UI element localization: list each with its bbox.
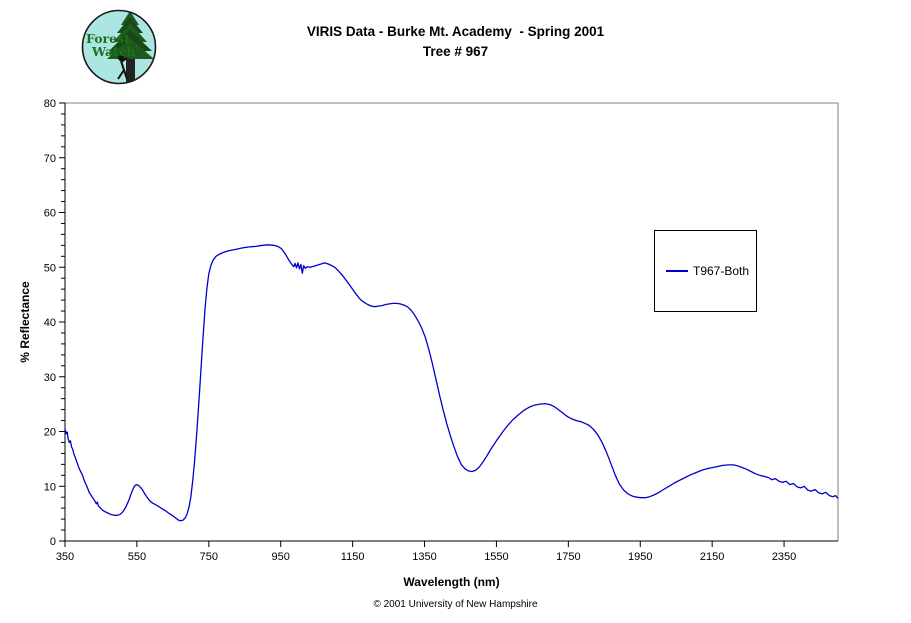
legend-line-sample [666, 270, 688, 272]
legend-label: T967-Both [693, 264, 750, 278]
legend-box: T967-Both [654, 230, 757, 312]
svg-text:0: 0 [50, 536, 56, 548]
logo-tree-icon [107, 11, 154, 84]
svg-text:10: 10 [44, 481, 56, 493]
svg-text:950: 950 [272, 551, 290, 563]
svg-text:40: 40 [44, 317, 56, 329]
y-axis-label: % Reflectance [18, 281, 32, 363]
svg-text:1750: 1750 [556, 551, 580, 563]
svg-text:350: 350 [56, 551, 74, 563]
svg-text:1950: 1950 [628, 551, 652, 563]
svg-text:1150: 1150 [341, 551, 365, 563]
svg-text:2150: 2150 [700, 551, 724, 563]
footer-copyright: © 2001 University of New Hampshire [373, 599, 538, 610]
svg-text:30: 30 [44, 372, 56, 384]
svg-text:70: 70 [44, 153, 56, 165]
page-title: VIRIS Data - Burke Mt. Academy - Spring … [306, 24, 605, 39]
svg-text:750: 750 [200, 551, 218, 563]
svg-text:1350: 1350 [412, 551, 436, 563]
svg-text:80: 80 [44, 98, 56, 110]
logo-person-icon [117, 55, 128, 80]
logo-text-watch: Watch [91, 44, 136, 59]
x-axis-label: Wavelength (nm) [403, 575, 500, 589]
forest-watch-logo: Forest Watch [81, 9, 157, 85]
logo-text-forest: Forest [86, 31, 130, 46]
svg-text:1550: 1550 [484, 551, 508, 563]
svg-text:60: 60 [44, 208, 56, 220]
svg-text:20: 20 [44, 427, 56, 439]
svg-text:2350: 2350 [772, 551, 796, 563]
page-subtitle: Tree # 967 [422, 44, 489, 59]
svg-text:50: 50 [44, 262, 56, 274]
svg-text:550: 550 [128, 551, 146, 563]
